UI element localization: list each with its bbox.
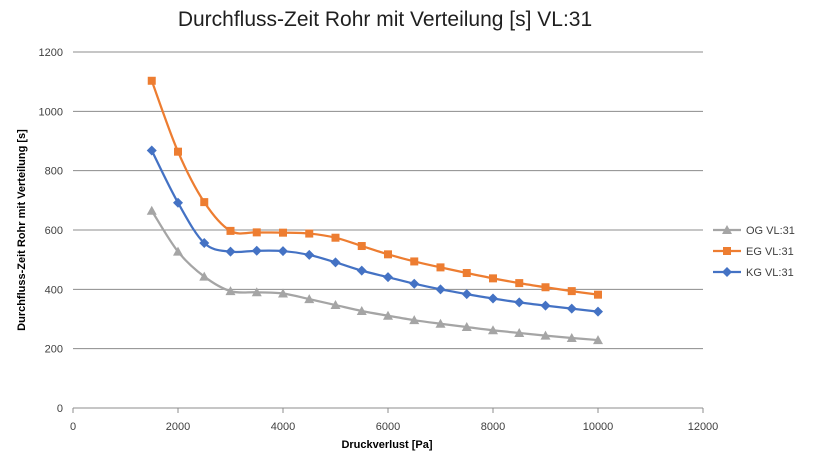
data-point-kg: [356, 265, 367, 276]
data-point-kg: [278, 246, 288, 257]
data-point-kg: [304, 249, 315, 260]
data-point-og: [540, 330, 551, 340]
legend-entry-kg: KG VL:31: [713, 267, 794, 279]
y-tick-label: 800: [45, 166, 63, 178]
legend-label-og: OG VL:31: [746, 225, 795, 237]
legend-label-eg: EG VL:31: [746, 246, 794, 258]
x-tick-label: 10000: [583, 421, 614, 433]
legend-entry-og: OG VL:31: [713, 225, 795, 237]
data-point-og: [514, 327, 525, 337]
y-tick-label: 1000: [39, 106, 63, 118]
data-point-og: [199, 271, 210, 281]
data-point-og: [251, 287, 262, 297]
data-point-eg: [384, 250, 392, 259]
data-point-eg: [331, 233, 340, 242]
x-tick-label: 4000: [271, 421, 295, 433]
series-line-kg: [150, 149, 599, 313]
chart-title: Durchfluss-Zeit Rohr mit Verteilung [s] …: [177, 8, 593, 31]
series-og: [146, 205, 603, 345]
legend: OG VL:31 EG VL:31 KG VL:31: [713, 225, 795, 279]
x-axis-title: Druckverlust [Pa]: [341, 439, 432, 451]
data-point-og: [383, 310, 393, 320]
data-point-og: [225, 286, 236, 296]
data-point-og: [435, 318, 446, 328]
series-kg: [146, 145, 603, 317]
data-point-kg: [488, 293, 498, 304]
y-tick-label: 1200: [39, 47, 63, 59]
data-point-kg: [251, 245, 262, 256]
x-tick-label: 12000: [688, 421, 719, 433]
data-point-kg: [566, 303, 577, 314]
data-point-kg: [593, 306, 603, 317]
data-point-og: [566, 332, 577, 342]
data-point-kg: [173, 197, 183, 208]
data-point-kg: [199, 238, 210, 249]
plot-series: [146, 76, 603, 345]
y-axis-title: Durchfluss-Zeit Rohr mit Verteilung [s]: [16, 129, 28, 331]
data-point-eg: [252, 228, 261, 237]
data-point-og: [356, 305, 367, 315]
data-point-kg: [146, 145, 157, 156]
data-point-eg: [515, 279, 524, 288]
legend-marker-og: [722, 225, 732, 234]
data-point-eg: [305, 229, 314, 238]
x-tick-label: 0: [70, 421, 76, 433]
data-point-og: [304, 294, 315, 304]
data-point-kg: [461, 289, 472, 300]
data-point-og: [173, 246, 183, 256]
data-point-eg: [567, 287, 576, 296]
data-point-eg: [174, 147, 182, 156]
data-point-kg: [330, 257, 341, 268]
data-point-og: [330, 300, 341, 310]
y-tick-label: 0: [57, 403, 63, 415]
data-point-eg: [436, 263, 445, 272]
gridlines: [73, 51, 703, 350]
data-point-eg: [541, 283, 550, 292]
data-point-kg: [514, 297, 525, 308]
data-point-og: [278, 288, 288, 298]
data-point-eg: [489, 274, 497, 283]
series-eg: [147, 76, 602, 299]
data-point-og: [488, 325, 498, 335]
data-point-eg: [200, 198, 209, 207]
data-point-og: [146, 205, 157, 215]
legend-marker-eg: [723, 247, 731, 255]
legend-entry-eg: EG VL:31: [713, 246, 794, 258]
data-point-kg: [409, 278, 420, 289]
data-point-eg: [357, 242, 366, 251]
legend-marker-kg: [722, 267, 732, 277]
x-tick-label: 8000: [481, 421, 505, 433]
data-point-og: [461, 322, 472, 332]
data-point-kg: [383, 272, 393, 283]
series-line-eg: [150, 80, 599, 296]
data-point-eg: [462, 269, 471, 278]
data-point-kg: [540, 300, 551, 311]
data-point-og: [593, 335, 603, 345]
data-point-kg: [225, 246, 236, 257]
data-point-og: [409, 315, 420, 325]
data-point-kg: [435, 284, 446, 295]
x-tick-label: 2000: [166, 421, 190, 433]
data-point-eg: [147, 76, 156, 85]
data-point-eg: [594, 290, 602, 299]
y-tick-label: 600: [45, 225, 63, 237]
legend-label-kg: KG VL:31: [746, 267, 794, 279]
data-point-eg: [410, 257, 419, 266]
data-point-eg: [279, 228, 287, 237]
data-point-eg: [226, 226, 235, 235]
y-tick-label: 400: [45, 284, 63, 296]
y-tick-label: 200: [45, 344, 63, 356]
x-tick-label: 6000: [376, 421, 400, 433]
